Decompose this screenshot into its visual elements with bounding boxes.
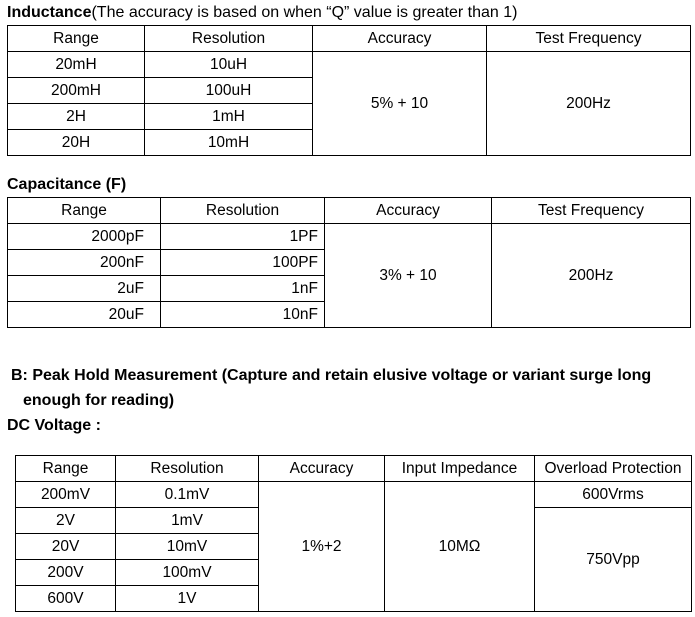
capacitance-title: Capacitance (F) <box>7 176 127 193</box>
peak-hold-heading-line2: enough for reading) <box>23 392 175 409</box>
table-row: 20H 10mH <box>7 129 691 156</box>
table-row: 20uF 10nF <box>7 301 691 328</box>
header-accuracy: Accuracy <box>312 25 487 52</box>
resolution-cell: 1mV <box>115 507 259 534</box>
capacitance-table: Range Resolution Accuracy Test Frequency… <box>7 197 691 328</box>
range-cell: 200V <box>15 559 116 586</box>
test-frequency-cell: 200Hz <box>486 51 691 156</box>
resolution-cell: 100PF <box>160 249 325 276</box>
table-row: 200mH 100uH <box>7 77 691 104</box>
dc-voltage-title: DC Voltage : <box>7 417 101 434</box>
resolution-cell: 1PF <box>160 223 325 250</box>
header-resolution: Resolution <box>115 455 259 482</box>
accuracy-cell: 5% + 10 <box>312 51 487 156</box>
range-cell: 200nF <box>7 249 161 276</box>
header-overload-protection: Overload Protection <box>534 455 692 482</box>
range-cell: 20uF <box>7 301 161 328</box>
table-row: 20mH 10uH 5% + 10 200Hz <box>7 51 691 156</box>
table-header-row: Range Resolution Accuracy Input Impedanc… <box>15 455 692 482</box>
dc-voltage-table: Range Resolution Accuracy Input Impedanc… <box>15 455 692 612</box>
header-accuracy: Accuracy <box>258 455 385 482</box>
overload-protection-cell: 750Vpp <box>534 507 692 612</box>
resolution-cell: 10uH <box>144 51 313 78</box>
peak-hold-heading-line1: B: Peak Hold Measurement (Capture and re… <box>11 367 652 384</box>
accuracy-cell: 3% + 10 <box>324 223 492 328</box>
input-impedance-cell: 10MΩ <box>384 481 535 612</box>
resolution-cell: 10mH <box>144 129 313 156</box>
table-row: 2000pF 1PF 3% + 10 200Hz <box>7 223 691 328</box>
range-cell: 200mV <box>15 481 116 508</box>
table-row: 2uF 1nF <box>7 275 691 302</box>
range-cell: 20mH <box>7 51 145 78</box>
inductance-note: (The accuracy is based on when “Q” value… <box>91 4 518 21</box>
range-cell: 200mH <box>7 77 145 104</box>
resolution-cell: 1mH <box>144 103 313 130</box>
table-row: 20V 10mV <box>15 533 692 560</box>
header-range: Range <box>7 25 145 52</box>
table-row: 2H 1mH <box>7 103 691 130</box>
header-resolution: Resolution <box>160 197 325 224</box>
resolution-cell: 1V <box>115 585 259 612</box>
inductance-table: Range Resolution Accuracy Test Frequency… <box>7 25 691 156</box>
overload-protection-cell: 600Vrms <box>534 481 692 508</box>
resolution-cell: 10mV <box>115 533 259 560</box>
range-cell: 2V <box>15 507 116 534</box>
header-accuracy: Accuracy <box>324 197 492 224</box>
resolution-cell: 1nF <box>160 275 325 302</box>
resolution-cell: 0.1mV <box>115 481 259 508</box>
range-cell: 600V <box>15 585 116 612</box>
header-input-impedance: Input Impedance <box>384 455 535 482</box>
table-row: 200mV 0.1mV 1%+2 10MΩ 600Vrms <box>15 481 692 612</box>
table-header-row: Range Resolution Accuracy Test Frequency <box>7 197 691 224</box>
range-cell: 2000pF <box>7 223 161 250</box>
range-cell: 2H <box>7 103 145 130</box>
header-test-frequency: Test Frequency <box>491 197 691 224</box>
table-row: 600V 1V <box>15 585 692 612</box>
range-cell: 2uF <box>7 275 161 302</box>
resolution-cell: 10nF <box>160 301 325 328</box>
range-cell: 20V <box>15 533 116 560</box>
header-range: Range <box>15 455 116 482</box>
table-row: 2V 1mV 750Vpp <box>15 507 692 612</box>
range-cell: 20H <box>7 129 145 156</box>
table-row: 200nF 100PF <box>7 249 691 276</box>
resolution-cell: 100mV <box>115 559 259 586</box>
table-header-row: Range Resolution Accuracy Test Frequency <box>7 25 691 52</box>
test-frequency-cell: 200Hz <box>491 223 691 328</box>
header-range: Range <box>7 197 161 224</box>
inductance-title: Inductance <box>7 4 92 21</box>
resolution-cell: 100uH <box>144 77 313 104</box>
inductance-heading: Inductance(The accuracy is based on when… <box>7 3 517 23</box>
header-test-frequency: Test Frequency <box>486 25 691 52</box>
accuracy-cell: 1%+2 <box>258 481 385 612</box>
header-resolution: Resolution <box>144 25 313 52</box>
